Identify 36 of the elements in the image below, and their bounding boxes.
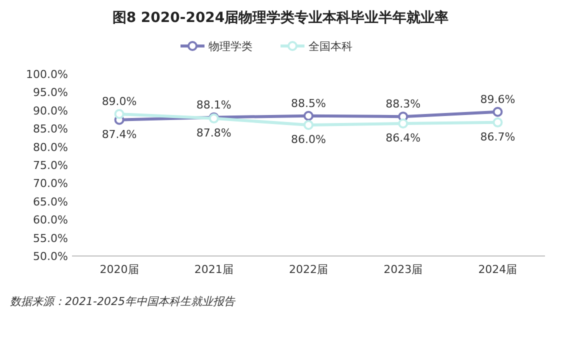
- y-tick-label: 50.0%: [33, 250, 68, 263]
- y-tick-label: 60.0%: [33, 214, 68, 227]
- source-note: 数据来源：2021-2025年中国本科生就业报告: [10, 295, 236, 308]
- x-tick-label: 2023届: [384, 263, 423, 276]
- point: [398, 118, 408, 129]
- y-tick-label: 90.0%: [33, 104, 68, 118]
- data-label: 89.0%: [102, 95, 137, 108]
- legend-label: 物理学类: [208, 40, 252, 53]
- data-label: 86.4%: [386, 132, 421, 145]
- data-label: 87.8%: [196, 126, 232, 140]
- y-tick-label: 75.0%: [33, 159, 68, 172]
- y-tick-label: 70.0%: [33, 177, 68, 190]
- x-tick-label: 2022届: [289, 263, 328, 276]
- y-tick-label: 80.0%: [33, 140, 68, 154]
- data-label: 88.3%: [386, 98, 421, 111]
- x-tick-label: 2020届: [100, 263, 139, 276]
- point: [492, 117, 503, 128]
- chart-title: 图8 2020-2024届物理学类专业本科毕业半年就业率: [112, 9, 449, 26]
- data-label: 89.6%: [480, 92, 516, 106]
- y-tick-label: 55.0%: [33, 232, 68, 245]
- y-tick-label: 95.0%: [33, 86, 68, 100]
- y-tick-label: 65.0%: [33, 195, 68, 208]
- legend-label: 全国本科: [308, 40, 352, 53]
- y-tick-label: 85.0%: [33, 122, 68, 136]
- x-tick-label: 2021届: [194, 263, 234, 276]
- point: [304, 110, 314, 121]
- data-label: 88.5%: [291, 96, 326, 110]
- point: [114, 109, 124, 120]
- x-tick-label: 2024届: [478, 263, 518, 276]
- data-label: 86.0%: [291, 132, 326, 146]
- point: [492, 106, 503, 117]
- data-label: 88.1%: [196, 98, 232, 112]
- data-label: 86.7%: [480, 130, 516, 144]
- y-tick-label: 100.0%: [26, 68, 68, 81]
- data-label: 87.4%: [102, 128, 137, 141]
- point: [304, 120, 314, 130]
